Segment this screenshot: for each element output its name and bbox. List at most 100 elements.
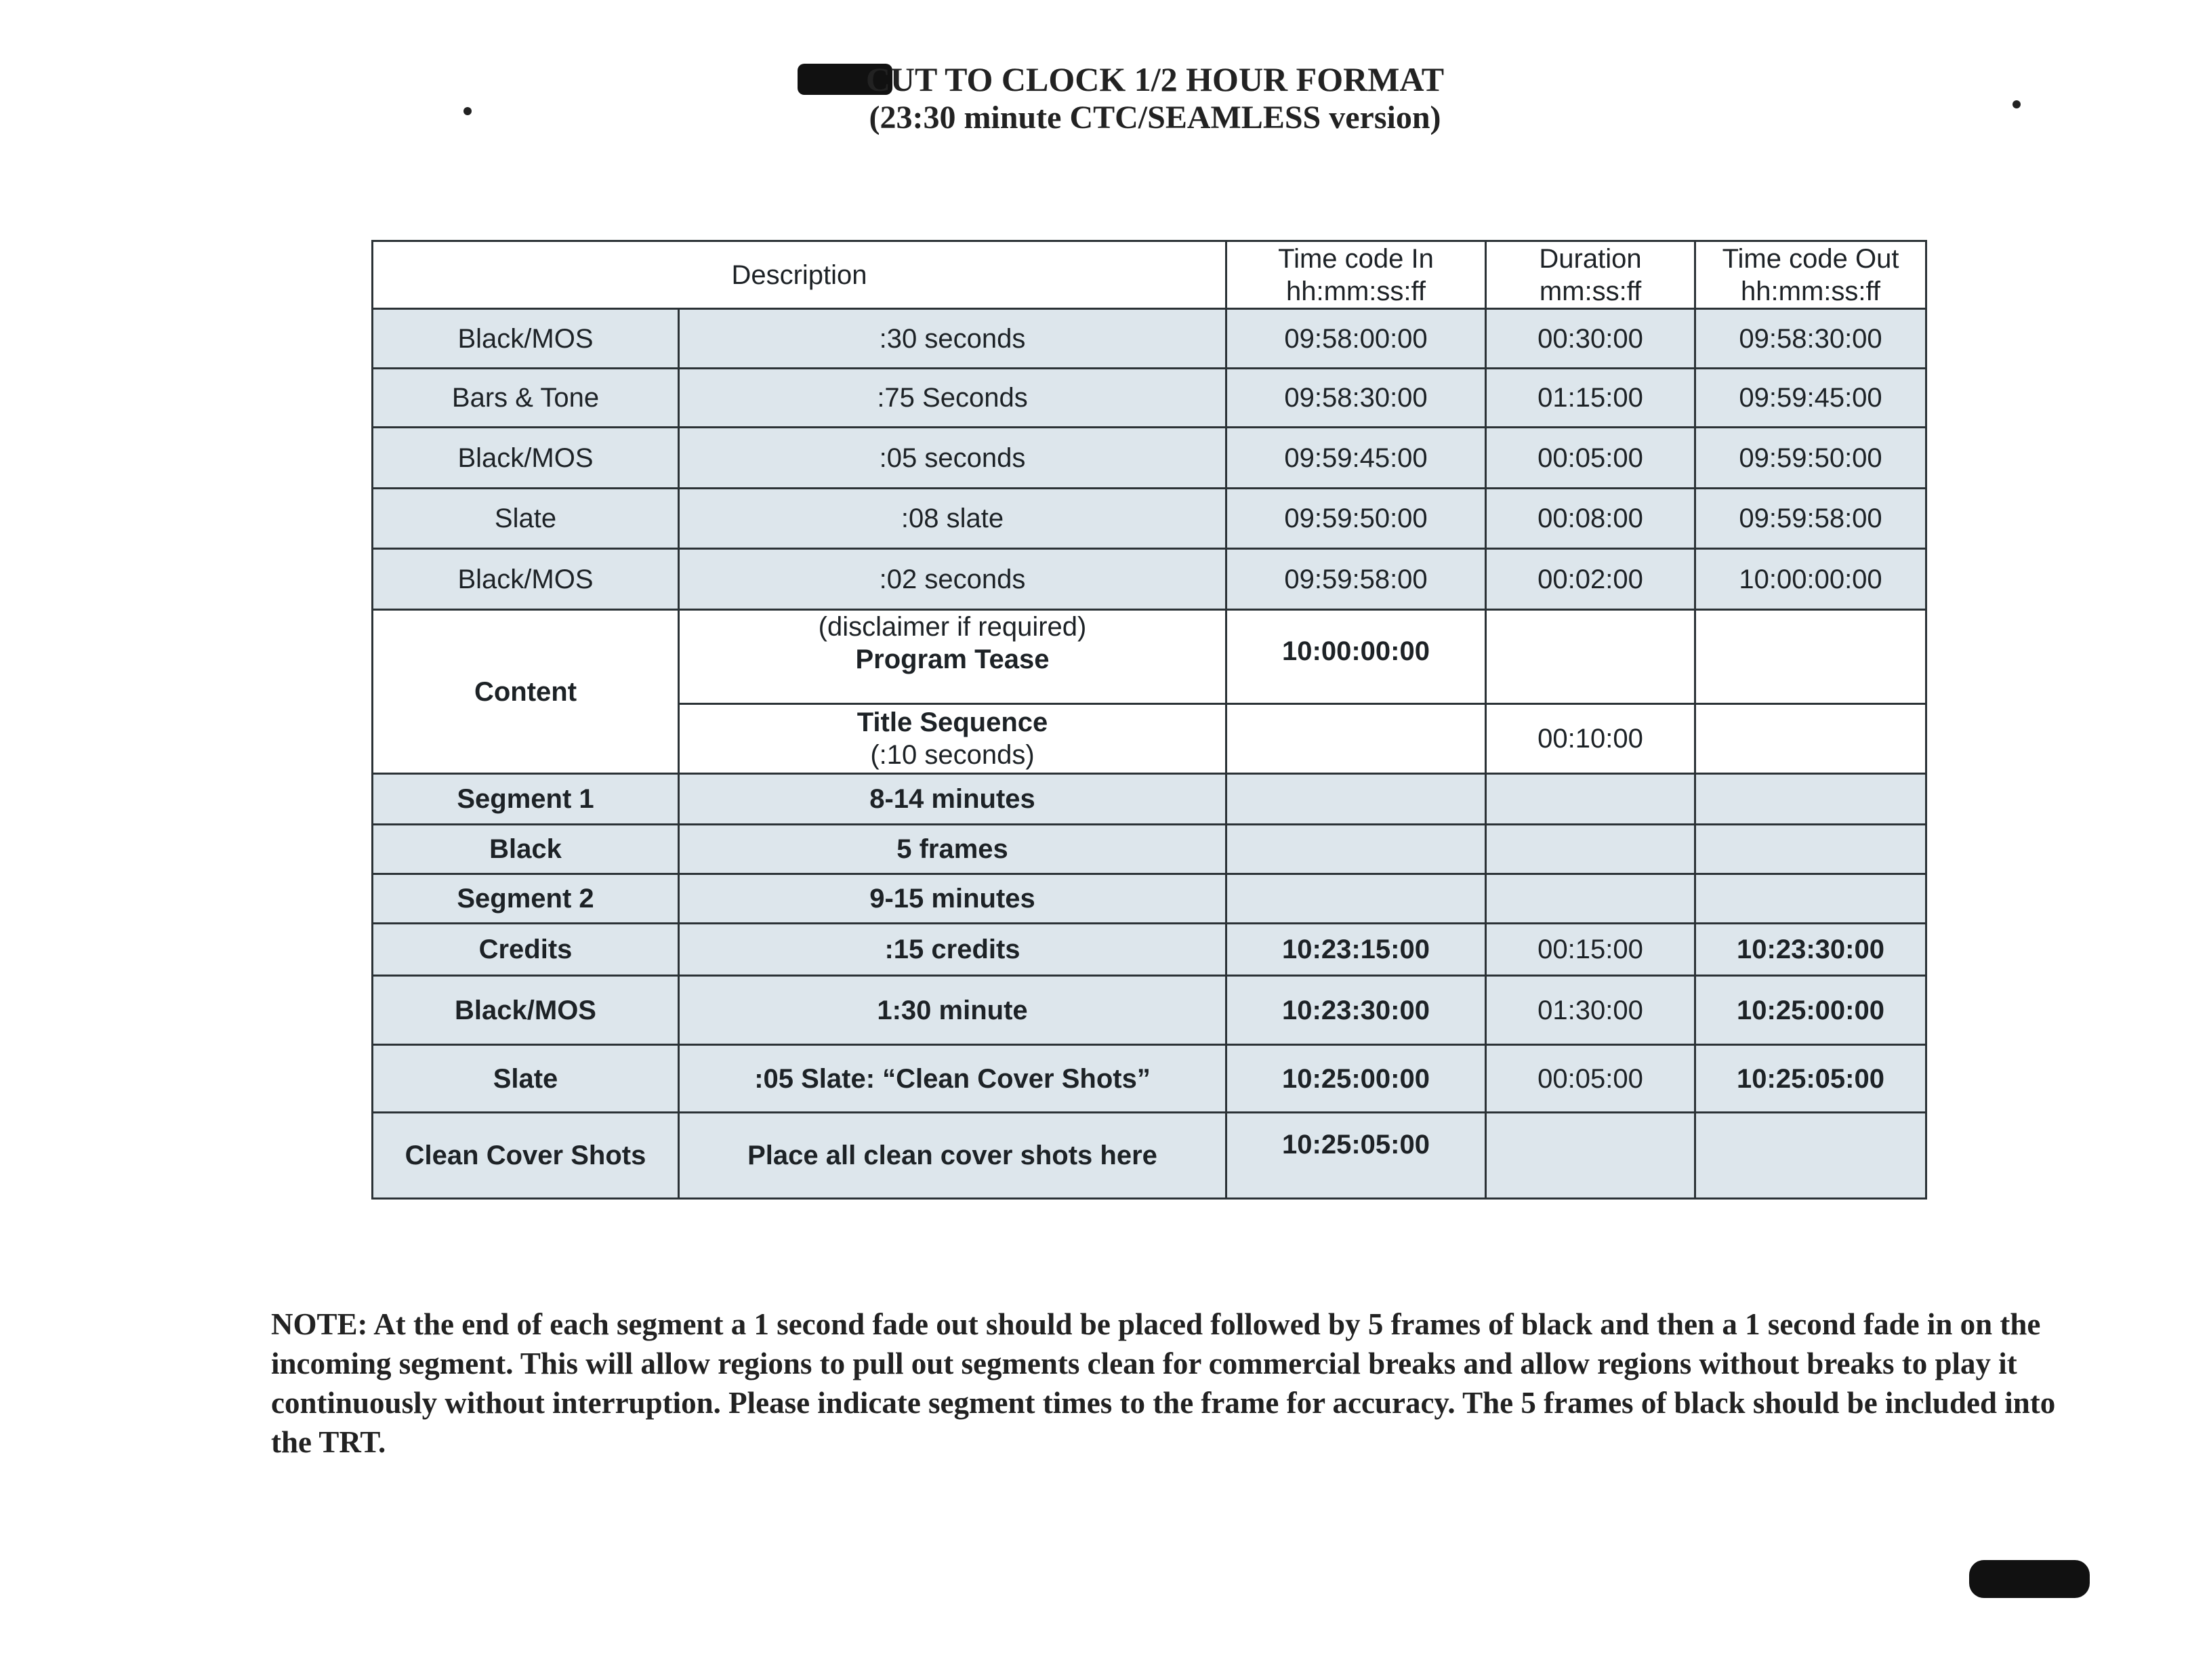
tc-out: 10:25:00:00 [1694, 975, 1928, 1046]
item: Content [371, 609, 680, 775]
item: Segment 2 [371, 873, 680, 924]
detail: :05 seconds [677, 426, 1228, 489]
duration: 00:15:00 [1485, 922, 1697, 977]
header-tc-in-format: hh:mm:ss:ff [1286, 276, 1426, 306]
duration: 01:15:00 [1485, 367, 1697, 428]
duration: 00:05:00 [1485, 426, 1697, 489]
duration: 00:05:00 [1485, 1044, 1697, 1113]
format-table: Description Time code In hh:mm:ss:ff Dura… [371, 240, 1928, 1200]
tc-in: 09:58:30:00 [1225, 367, 1487, 428]
header-tc-out: Time code Out hh:mm:ss:ff [1694, 240, 1928, 310]
redaction-mark-title [798, 64, 892, 95]
table-row: Slate:05 Slate: “Clean Cover Shots” 10:25… [371, 1044, 1928, 1113]
header-description: Description [371, 240, 1228, 310]
duration: 00:08:00 [1485, 487, 1697, 550]
item: Black/MOS [371, 548, 680, 611]
item: Black [371, 823, 680, 875]
item: Black/MOS [371, 426, 680, 489]
tc-out: 09:59:58:00 [1694, 487, 1928, 550]
header-tc-out-label: Time code Out [1722, 243, 1899, 274]
redaction-mark-footer [1969, 1560, 2090, 1598]
detail: :75 Seconds [677, 367, 1228, 428]
duration [1485, 773, 1697, 825]
item: Black/MOS [371, 308, 680, 369]
tc-out: 09:59:50:00 [1694, 426, 1928, 489]
duration: 00:02:00 [1485, 548, 1697, 611]
header-tc-out-format: hh:mm:ss:ff [1741, 276, 1880, 306]
scan-speck [2012, 100, 2021, 108]
tc-out: 09:59:45:00 [1694, 367, 1928, 428]
duration: 00:30:00 [1485, 308, 1697, 369]
tc-out: 10:23:30:00 [1694, 922, 1928, 977]
tc-out: 09:58:30:00 [1694, 308, 1928, 369]
table-row: Black/MOS:02 seconds 09:59:58:00 00:02:00 1… [371, 548, 1928, 611]
table-row: Segment 1 8-14 minutes [371, 773, 1928, 825]
detail: :30 seconds [677, 308, 1228, 369]
header-tc-in: Time code In hh:mm:ss:ff [1225, 240, 1487, 310]
detail-note: (:10 seconds) [870, 740, 1035, 770]
table-row: Title Sequence (:10 seconds) 00:10:00 [373, 703, 1928, 775]
duration: 00:10:00 [1485, 703, 1697, 775]
tc-in [1225, 773, 1487, 825]
table-row: Black 5 frames [371, 823, 1928, 875]
duration [1485, 873, 1697, 924]
tc-in: 10:00:00:00 [1225, 609, 1487, 705]
detail: Title Sequence (:10 seconds) [677, 703, 1228, 775]
tc-in: 09:59:45:00 [1225, 426, 1487, 489]
detail: :08 slate [677, 487, 1228, 550]
item: Slate [371, 1044, 680, 1113]
duration [1485, 823, 1697, 875]
page-subtitle: (23:30 minute CTC/SEAMLESS version) [869, 100, 1441, 136]
header-row: Description Time code In hh:mm:ss:ff Dura… [371, 240, 1928, 310]
table-row: Clean Cover Shots Place all clean cover s… [371, 1111, 1928, 1200]
tc-in [1225, 703, 1487, 775]
tc-in: 09:58:00:00 [1225, 308, 1487, 369]
detail: :15 credits [677, 922, 1228, 977]
tc-in: 10:25:05:00 [1225, 1111, 1487, 1200]
item: Clean Cover Shots [371, 1111, 680, 1200]
tc-in: 10:23:15:00 [1225, 922, 1487, 977]
table-row: Segment 2 9-15 minutes [371, 873, 1928, 924]
header-duration: Duration mm:ss:ff [1485, 240, 1697, 310]
table-row: Credits:15 credits 10:23:15:00 00:15:00 10:… [371, 922, 1928, 977]
item: Black/MOS [371, 975, 680, 1046]
duration: 01:30:00 [1485, 975, 1697, 1046]
duration [1485, 609, 1697, 705]
tc-out [1694, 773, 1928, 825]
tc-in [1225, 873, 1487, 924]
tc-in [1225, 823, 1487, 875]
table-row: Black/MOS:05 seconds 09:59:45:00 00:05:00 0… [371, 426, 1928, 489]
item: Bars & Tone [371, 367, 680, 428]
item: Credits [371, 922, 680, 977]
tc-out [1694, 1111, 1928, 1200]
table-row: Slate:08 slate 09:59:50:00 00:08:00 09:59:5… [371, 487, 1928, 550]
tc-out [1694, 609, 1928, 705]
item: Segment 1 [371, 773, 680, 825]
tc-in: 09:59:50:00 [1225, 487, 1487, 550]
scan-speck [463, 107, 472, 115]
detail: :05 Slate: “Clean Cover Shots” [677, 1044, 1228, 1113]
tc-in: 10:23:30:00 [1225, 975, 1487, 1046]
tc-out [1694, 703, 1928, 775]
duration [1485, 1111, 1697, 1200]
detail-title: Title Sequence [856, 708, 1048, 737]
item: Slate [371, 487, 680, 550]
table-row: Black/MOS 1:30 minute 10:23:30:00 01:30:00 1… [371, 975, 1928, 1046]
table-row: Black/MOS:30 seconds 09:58:00:00 00:30:00 0… [371, 308, 1928, 369]
header-duration-format: mm:ss:ff [1539, 276, 1642, 306]
detail: (disclaimer if required) Program Tease [677, 609, 1228, 705]
header-duration-label: Duration [1539, 243, 1642, 274]
tc-out [1694, 823, 1928, 875]
note-paragraph: NOTE: At the end of each segment a 1 sec… [271, 1307, 2056, 1459]
tc-in: 10:25:00:00 [1225, 1044, 1487, 1113]
tc-out: 10:00:00:00 [1694, 548, 1928, 611]
detail: 1:30 minute [677, 975, 1228, 1046]
detail: 9-15 minutes [677, 873, 1228, 924]
detail: :02 seconds [677, 548, 1228, 611]
tc-in: 09:59:58:00 [1225, 548, 1487, 611]
table-row: Content (disclaimer if required) Program … [371, 609, 1928, 775]
page-title: CUT TO CLOCK 1/2 HOUR FORMAT [865, 60, 1445, 98]
detail: 5 frames [677, 823, 1228, 875]
tc-out [1694, 873, 1928, 924]
table-row: Bars & Tone:75 Seconds 09:58:30:00 01:15:0… [371, 367, 1928, 428]
